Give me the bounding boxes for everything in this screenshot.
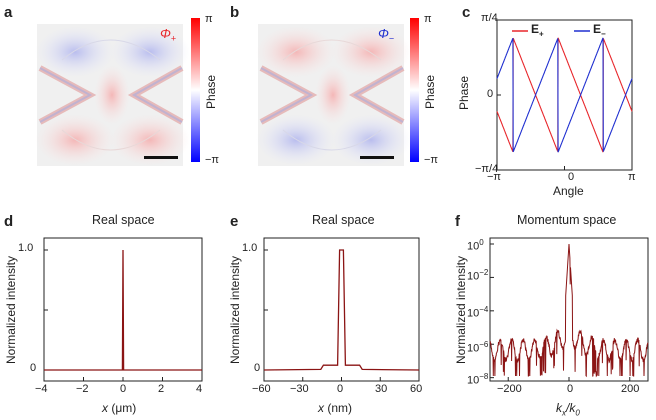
d-ytick-1: 1.0	[18, 242, 34, 254]
e-xtick-1: −30	[290, 383, 309, 395]
cbar-a-max: π	[205, 13, 213, 25]
d-ytick-0: 0	[30, 362, 37, 374]
e-xtick-2: 0	[337, 383, 344, 395]
d-trace	[44, 249, 202, 371]
d-xlabel: x (μm)	[102, 401, 137, 415]
f-trace	[489, 243, 649, 378]
panel-e-letter: e	[230, 213, 239, 230]
d-xtick-1: −2	[76, 383, 89, 395]
f-ytick-4: 10−8	[467, 372, 489, 387]
panel-f-letter: f	[455, 213, 460, 230]
c-ytick-top: π/4	[481, 12, 498, 24]
f-frame	[489, 237, 649, 382]
phase-map-b	[256, 24, 411, 166]
d-xtick-3: 2	[158, 383, 165, 395]
d-xtick-4: 4	[196, 383, 203, 395]
f-xlabel: kx/k0	[556, 401, 580, 418]
c-ytick-bot: −π/4	[475, 163, 499, 175]
e-xlabel: x (nm)	[318, 401, 352, 415]
panel-a-letter: a	[4, 4, 13, 21]
cbar-b-max: π	[424, 13, 432, 25]
f-ytick-3: 10−6	[467, 340, 489, 355]
c-legend-plus: E+	[531, 22, 544, 39]
c-legend-minus: E−	[593, 22, 606, 39]
f-xtick-1: 0	[567, 383, 574, 395]
f-ytick-0: 100	[467, 238, 484, 253]
e-ytick-1: 1.0	[242, 242, 258, 254]
c-ytick-mid: 0	[487, 88, 494, 100]
f-title: Momentum space	[517, 213, 617, 227]
phase-map-a	[35, 24, 190, 166]
cbar-b-min: −π	[424, 154, 439, 166]
f-xtick-2: 200	[621, 383, 640, 395]
f-ytick-1: 10−2	[467, 268, 489, 283]
c-series-plus	[496, 37, 633, 153]
e-xtick-4: 60	[410, 383, 423, 395]
cbar-a-min: −π	[205, 154, 220, 166]
scale-bar-b	[360, 156, 394, 159]
colorbar-b	[410, 18, 419, 162]
panel-c-letter: c	[462, 4, 471, 21]
e-ytick-0: 0	[254, 362, 261, 374]
f-ylabel: Normalized intensity	[454, 255, 469, 365]
f-ytick-2: 10−4	[467, 305, 489, 320]
d-xtick-2: 0	[120, 383, 127, 395]
c-xtick-0: −π	[487, 171, 502, 183]
e-xtick-3: 30	[375, 383, 388, 395]
c-xlabel: Angle	[553, 184, 584, 198]
d-title: Real space	[92, 213, 155, 227]
c-xtick-2: π	[628, 171, 636, 183]
f-xtick-0: −200	[497, 383, 522, 395]
e-title: Real space	[312, 213, 375, 227]
c-series-minus	[496, 37, 633, 153]
colorbar-a	[191, 18, 200, 162]
d-xtick-0: −4	[35, 383, 48, 395]
panel-d-letter: d	[4, 213, 14, 230]
e-trace	[263, 249, 420, 371]
phi-plus-label: Φ+	[160, 26, 177, 44]
phi-minus-label: Φ−	[378, 26, 395, 44]
e-xtick-0: −60	[252, 383, 271, 395]
scale-bar-a	[144, 156, 178, 159]
panel-b-letter: b	[230, 4, 240, 21]
c-xtick-1: 0	[568, 171, 575, 183]
